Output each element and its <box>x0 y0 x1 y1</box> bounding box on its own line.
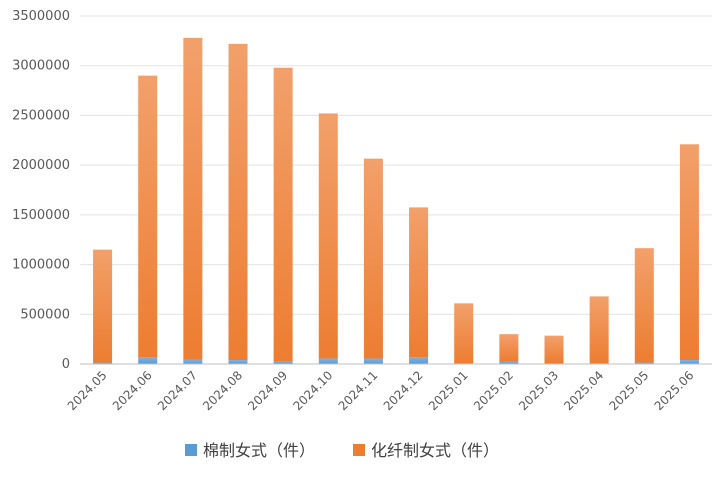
bar-synthetic <box>454 303 474 364</box>
x-tick-label: 2024.05 <box>65 368 110 413</box>
bar-synthetic <box>679 144 699 361</box>
x-axis-tick-labels: 2024.05 2024.06 2024.07 2024.08 2024.09 2024.… <box>65 368 697 413</box>
bar-cotton <box>634 362 654 364</box>
x-tick-label: 2025.06 <box>652 368 697 413</box>
x-tick-label: 2025.05 <box>606 368 651 413</box>
y-tick-label: 1500000 <box>12 208 70 223</box>
bar-synthetic <box>273 67 293 362</box>
legend-swatch-cotton <box>185 444 197 456</box>
x-tick-label: 2024.09 <box>245 368 290 413</box>
y-tick-label: 500000 <box>20 307 70 322</box>
legend-item-cotton: 棉制女式（件） <box>185 441 315 460</box>
bar-cotton <box>228 360 248 364</box>
bar-stack <box>93 249 113 364</box>
legend-label-synthetic: 化纤制女式（件） <box>371 441 499 460</box>
legend-item-synthetic: 化纤制女式（件） <box>353 441 499 460</box>
legend-label-cotton: 棉制女式（件） <box>203 441 315 460</box>
bar-stack <box>363 158 383 364</box>
x-tick-label: 2024.08 <box>200 368 245 413</box>
bar-stack <box>544 335 564 364</box>
bar-cotton <box>183 359 203 364</box>
bar-synthetic <box>634 248 654 363</box>
x-tick-label: 2025.02 <box>471 368 516 413</box>
bar-stack <box>679 144 699 364</box>
bar-stack <box>454 303 474 364</box>
x-tick-label: 2024.10 <box>290 368 335 413</box>
x-tick-label: 2024.12 <box>381 368 426 413</box>
bar-cotton <box>363 358 383 364</box>
bar-stack <box>138 75 158 364</box>
y-tick-label: 0 <box>62 357 70 372</box>
y-tick-label: 3000000 <box>12 59 70 74</box>
bar-stack <box>273 67 293 364</box>
y-tick-label: 3500000 <box>12 9 70 24</box>
bar-stack <box>228 43 248 364</box>
bar-synthetic <box>93 249 113 363</box>
x-tick-label: 2025.03 <box>516 368 561 413</box>
bar-stack <box>589 296 609 364</box>
grid-lines <box>80 15 712 315</box>
bar-cotton <box>679 360 699 364</box>
bar-stack <box>499 334 519 364</box>
bar-cotton <box>499 361 519 364</box>
bar-cotton <box>93 362 113 364</box>
bar-stack <box>409 207 429 364</box>
bar-synthetic <box>363 158 383 359</box>
bar-synthetic <box>499 334 519 362</box>
bar-synthetic <box>589 296 609 364</box>
y-axis-tick-labels: 0 500000 1000000 1500000 2000000 2500000 30000… <box>12 9 70 372</box>
y-tick-label: 1000000 <box>12 258 70 273</box>
x-tick-label: 2024.06 <box>110 368 155 413</box>
y-tick-label: 2000000 <box>12 158 70 173</box>
legend-swatch-synthetic <box>353 444 365 456</box>
bars <box>93 37 699 364</box>
x-tick-label: 2024.07 <box>155 368 200 413</box>
y-tick-label: 2500000 <box>12 108 70 123</box>
bar-stack <box>183 37 203 364</box>
bar-cotton <box>409 357 429 364</box>
x-tick-label: 2025.04 <box>561 368 606 413</box>
bar-cotton <box>273 361 293 364</box>
x-tick-label: 2024.11 <box>336 368 381 413</box>
bar-synthetic <box>228 43 248 361</box>
bar-synthetic <box>544 335 564 364</box>
bar-stack <box>634 248 654 364</box>
bar-synthetic <box>138 75 158 358</box>
legend: 棉制女式（件） 化纤制女式（件） <box>185 441 499 460</box>
bar-synthetic <box>318 113 338 359</box>
x-tick-label: 2025.01 <box>426 368 471 413</box>
bar-stack <box>318 113 338 364</box>
bar-synthetic <box>409 207 429 358</box>
bar-cotton <box>318 358 338 364</box>
bar-cotton <box>138 357 158 364</box>
bar-synthetic <box>183 37 203 360</box>
